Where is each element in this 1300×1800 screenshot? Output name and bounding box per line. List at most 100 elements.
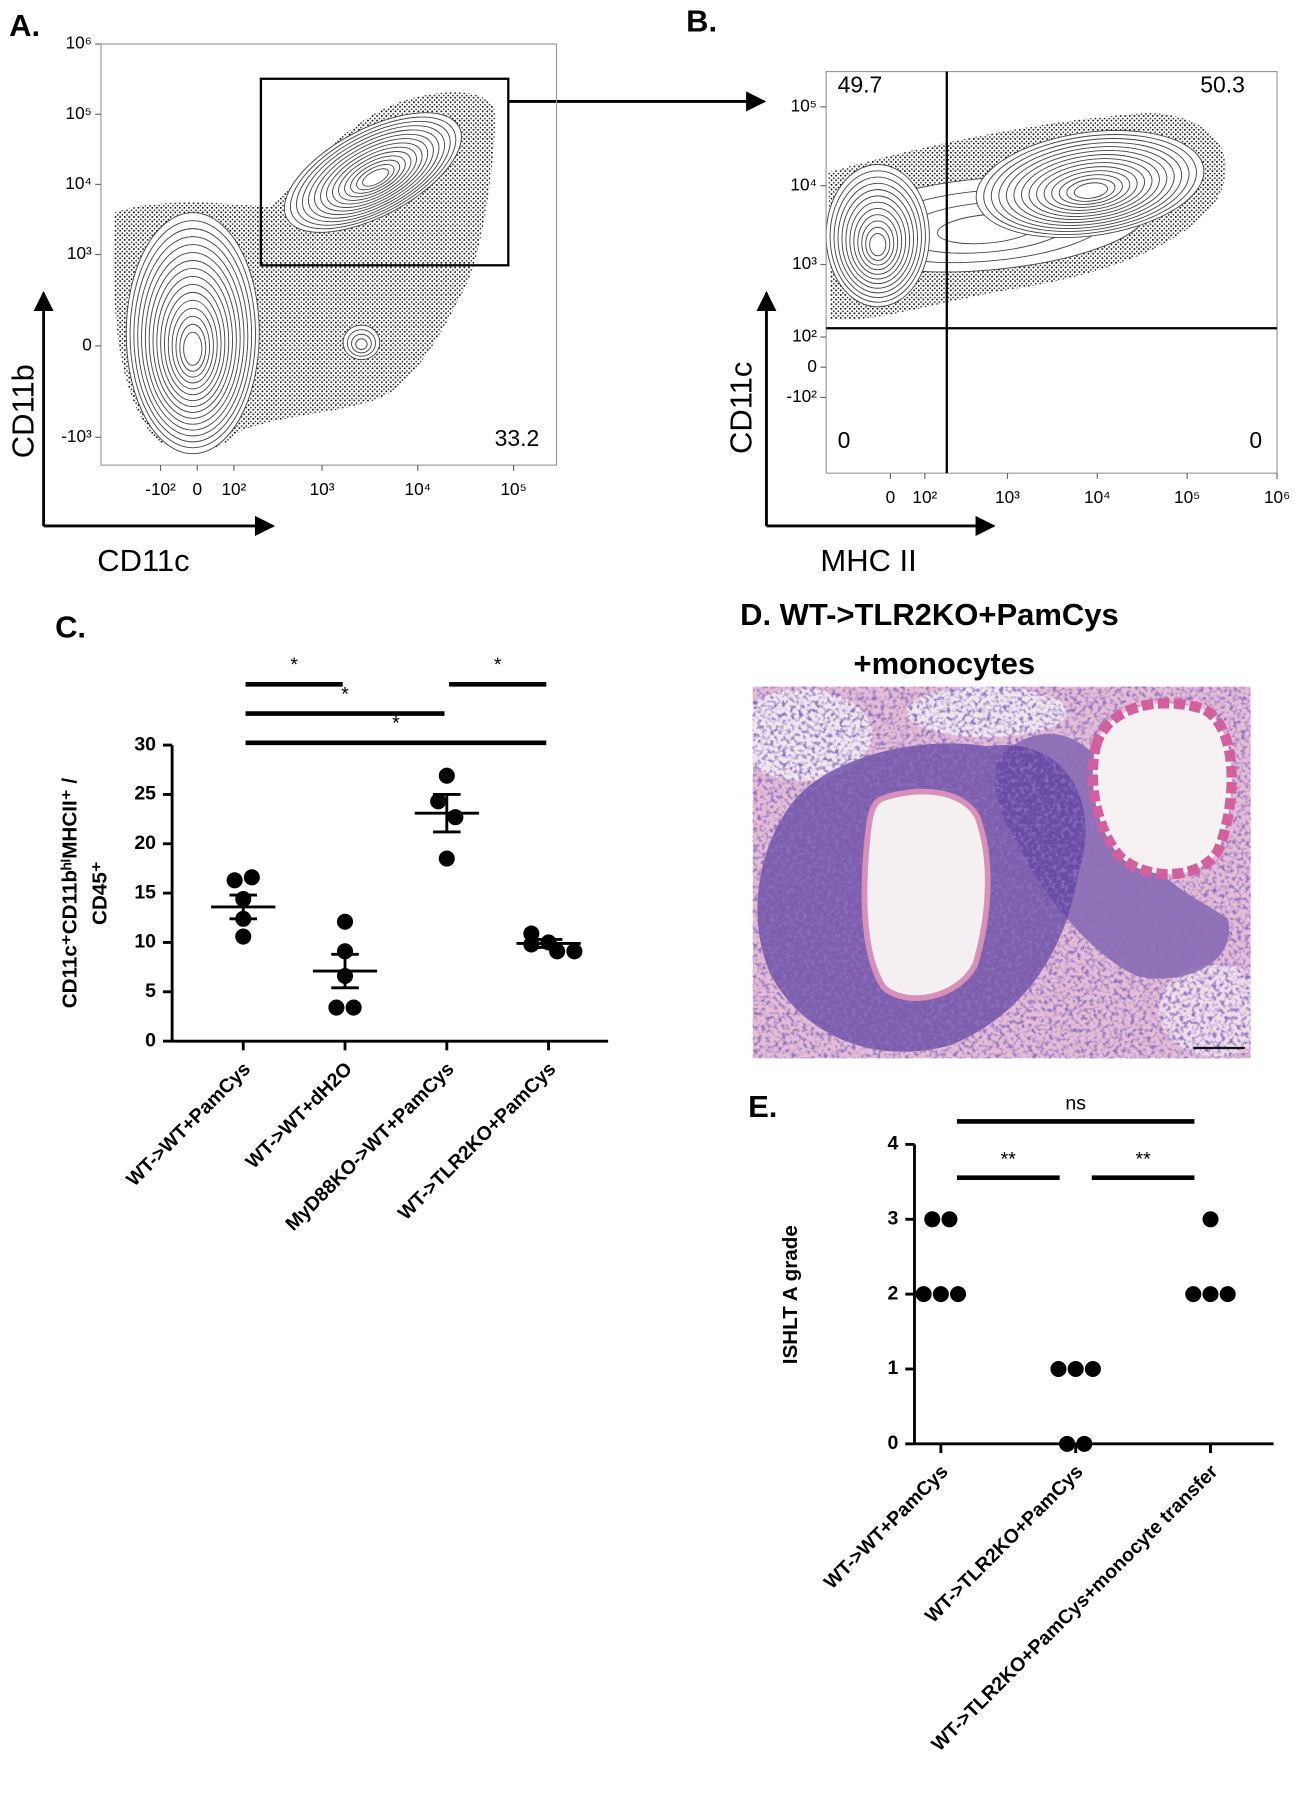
x-tick-label: 0 — [192, 479, 202, 499]
y-axis-label: CD45⁺ — [88, 861, 111, 925]
panel-label: C. — [55, 609, 86, 644]
panel-title: +monocytes — [854, 646, 1036, 681]
x-tick-label: -10² — [145, 479, 176, 499]
contour-line — [857, 214, 899, 271]
data-point — [328, 999, 345, 1016]
y-tick-label: 0 — [145, 1029, 156, 1051]
error-bar — [433, 793, 461, 834]
significance-label: * — [494, 654, 502, 676]
contour-line — [346, 329, 377, 357]
contour-line — [849, 201, 907, 280]
contour-line — [1051, 170, 1131, 208]
y-tick-label: 10 — [134, 931, 156, 953]
error-bar — [534, 938, 563, 949]
plot-frame — [825, 71, 1278, 474]
x-tick-label: 10⁶ — [1264, 487, 1290, 507]
contour-line — [283, 112, 462, 233]
data-point — [549, 943, 566, 960]
contour-line — [133, 228, 253, 443]
contour-line — [841, 189, 915, 289]
contour-line — [1013, 150, 1168, 223]
contour-line — [314, 133, 434, 216]
contour-line — [350, 159, 401, 194]
contour-line — [326, 142, 423, 208]
contour-line — [362, 168, 389, 187]
histology-image — [752, 686, 1251, 1059]
quadrant-percent: 50.3 — [1200, 72, 1245, 98]
data-point — [438, 767, 455, 784]
panel-label: E. — [748, 1089, 777, 1124]
data-point — [1185, 1286, 1202, 1303]
y-tick-label: 10⁴ — [790, 174, 817, 194]
panel-label: B. — [686, 4, 717, 39]
x-tick-label: WT->WT+dH2O — [242, 1058, 357, 1173]
contour-line — [344, 155, 406, 198]
contour-line — [1028, 158, 1153, 217]
y-tick-label: 10⁵ — [66, 103, 92, 123]
contour-line — [869, 233, 887, 257]
y-tick-label: 10³ — [67, 243, 92, 263]
data-point — [243, 869, 260, 886]
data-point — [1059, 1435, 1076, 1452]
y-tick-label: 1 — [888, 1357, 899, 1379]
error-bar — [331, 952, 359, 990]
x-tick-label: 10³ — [995, 487, 1020, 507]
x-tick-label: 0 — [886, 487, 896, 507]
contour-line — [156, 275, 230, 408]
contour-line — [1058, 174, 1123, 205]
data-point — [1202, 1211, 1219, 1228]
y-tick-label: 2 — [888, 1282, 899, 1304]
data-point — [1084, 1360, 1101, 1378]
y-tick-label: 15 — [134, 881, 156, 903]
contour-line — [320, 138, 429, 212]
airway-lumen — [1087, 698, 1237, 880]
contour-line — [144, 252, 241, 425]
contour-line — [289, 116, 457, 230]
contour-line — [137, 236, 249, 437]
contour-line — [152, 268, 233, 413]
contour-line — [861, 220, 895, 266]
data-point — [924, 1211, 941, 1228]
contour-line — [148, 260, 237, 419]
contour-line — [845, 195, 911, 285]
data-point — [1067, 1360, 1084, 1378]
data-point — [345, 999, 362, 1016]
quadrant-percent: 0 — [1249, 427, 1262, 453]
significance-label: * — [392, 713, 400, 735]
data-point — [932, 1286, 949, 1303]
gate-percent: 33.2 — [495, 425, 540, 451]
contour-line — [1005, 146, 1175, 226]
contour-line — [998, 142, 1183, 230]
y-tick-label: 20 — [134, 832, 156, 854]
contour-line — [342, 324, 381, 361]
contour-line — [171, 307, 214, 384]
contour-line — [338, 151, 412, 201]
contour-line — [125, 212, 260, 455]
gate — [259, 77, 510, 267]
y-tick-label: 0 — [888, 1432, 899, 1454]
contour-line — [351, 333, 372, 354]
y-axis-label: CD11c⁺CD11bʰⁱMHCII⁺ / — [59, 778, 82, 1009]
contour-line — [355, 338, 368, 350]
contour-line — [183, 331, 203, 366]
y-tick-label: 10³ — [792, 253, 817, 273]
significance-label: ns — [1065, 1092, 1086, 1114]
contour-line — [1043, 166, 1138, 211]
data-point — [915, 1286, 932, 1303]
contour-line — [295, 120, 451, 226]
panel-label: A. — [9, 8, 40, 43]
data-point — [1219, 1286, 1236, 1303]
significance-label: * — [290, 654, 298, 676]
data-point — [447, 809, 464, 826]
x-tick-label: 10² — [912, 487, 937, 507]
data-point — [438, 850, 455, 867]
contour-line — [1073, 182, 1108, 199]
x-tick-label: 10² — [221, 479, 246, 499]
x-tick-label: 10⁵ — [1174, 487, 1200, 507]
y-tick-label: -10² — [786, 386, 817, 406]
y-axis-label: ISHLT A grade — [779, 1225, 802, 1364]
x-tick-label: WT->WT+PamCys — [122, 1058, 255, 1191]
data-point — [950, 1286, 967, 1303]
contour-line — [179, 323, 207, 372]
